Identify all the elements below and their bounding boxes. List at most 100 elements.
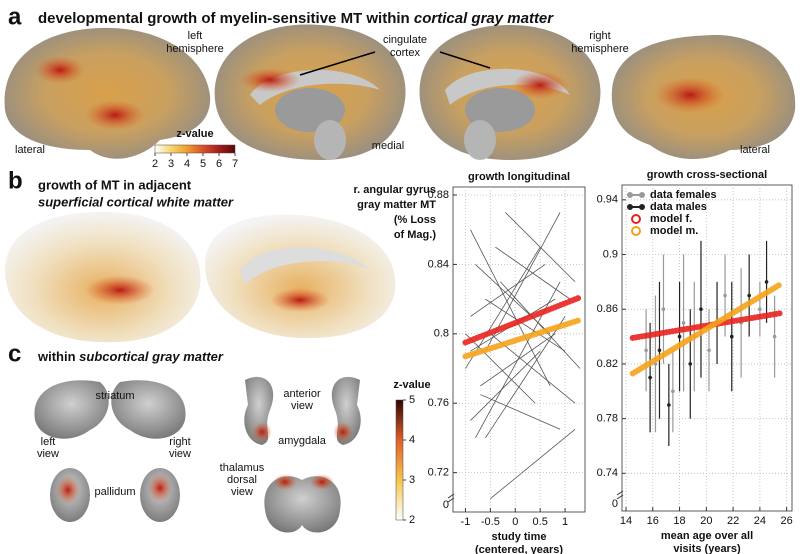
- plot-frame: [621, 184, 793, 512]
- x-tick-label: 26: [781, 515, 793, 527]
- legend-marker: [631, 214, 641, 224]
- annotation: pallidum: [95, 486, 136, 498]
- model-line: [462, 294, 584, 346]
- x-axis-label: visits (years): [673, 543, 741, 554]
- subject-line: [470, 350, 541, 421]
- annotation: anterior view: [283, 388, 321, 412]
- annotation: left hemisphere: [166, 30, 223, 55]
- panel-letter: b: [8, 167, 23, 194]
- subject-line: [480, 333, 556, 387]
- x-tick-label: 20: [700, 515, 712, 527]
- x-tick-label: 0.5: [533, 516, 548, 528]
- panel-title: superficial cortical white matter: [38, 194, 234, 209]
- colorbar-tick-label: 3: [168, 158, 174, 170]
- subject-line: [480, 394, 561, 430]
- x-tick-label: 16: [647, 515, 659, 527]
- data-point: [764, 280, 769, 284]
- subject-line: [500, 281, 581, 369]
- x-tick-label: -1: [461, 516, 471, 528]
- brain-images-b: [5, 211, 396, 343]
- annotation: amygdala: [278, 435, 327, 447]
- data-point: [667, 403, 671, 407]
- data-point: [644, 348, 648, 353]
- model-line: [462, 316, 584, 360]
- annotation: lateral: [15, 144, 45, 156]
- data-point: [772, 334, 777, 339]
- colorbar-tick-label: 4: [409, 434, 415, 446]
- data-point: [747, 293, 751, 298]
- y-tick-label: 0: [443, 499, 449, 511]
- legend-label: data females: [650, 189, 717, 201]
- colorbar-label: z-value: [393, 379, 430, 391]
- x-axis-label: mean age over all: [661, 530, 753, 542]
- x-tick-label: 1: [562, 516, 568, 528]
- y-tick-label: 0.74: [597, 467, 618, 479]
- y-tick-label: 0.86: [597, 303, 618, 315]
- y-tick-label: 0.72: [428, 467, 449, 479]
- legend-marker: [627, 192, 633, 198]
- x-tick-label: 18: [673, 515, 685, 527]
- legend-marker: [631, 226, 641, 236]
- axis-break: [447, 493, 455, 503]
- annotation: medial: [372, 140, 404, 152]
- subject-line: [485, 298, 566, 352]
- y-tick-label: 0.9: [603, 248, 618, 260]
- legend-label: data males: [650, 201, 707, 213]
- subject-line: [495, 246, 571, 300]
- legend-marker: [639, 204, 645, 210]
- y-tick-label: 0.84: [428, 258, 449, 270]
- subject-line: [505, 212, 576, 283]
- y-tick-label: 0.78: [597, 413, 618, 425]
- data-point: [677, 334, 682, 339]
- annotation: lateral: [740, 144, 770, 156]
- annotation: right hemisphere: [571, 30, 628, 55]
- arrow: [439, 51, 491, 69]
- data-point: [657, 348, 662, 353]
- data-point: [729, 334, 734, 339]
- model-line: [629, 281, 783, 377]
- colorbar-tick-label: 3: [409, 474, 415, 486]
- colorbar-tick-label: 4: [184, 158, 190, 170]
- subject-line: [490, 428, 576, 499]
- colorbar: [395, 399, 404, 521]
- data-point: [688, 362, 693, 366]
- legend-marker: [639, 192, 645, 198]
- annotation: left view: [37, 436, 59, 460]
- axis-break: [616, 490, 624, 500]
- y-tick-label: 0.8: [434, 328, 449, 340]
- chart-title: growth longitudinal: [468, 171, 570, 183]
- subject-line: [485, 316, 566, 439]
- colorbar: [154, 144, 236, 154]
- y-tick-label: 0: [612, 498, 618, 510]
- annotation: thalamus dorsal view: [220, 462, 265, 498]
- data-point: [758, 307, 762, 312]
- x-tick-label: 0: [512, 516, 518, 528]
- panel-title: within subcortical gray matter: [37, 349, 224, 364]
- data-point: [707, 348, 711, 353]
- data-point: [723, 293, 727, 298]
- legend-label: model f.: [650, 213, 692, 225]
- colorbar-tick-label: 2: [152, 158, 158, 170]
- chart-title: growth cross-sectional: [647, 169, 767, 181]
- arrow: [299, 51, 376, 76]
- data-point: [648, 375, 652, 380]
- data-point: [661, 307, 666, 312]
- subject-line: [465, 333, 536, 404]
- y-tick-label: 0.88: [428, 189, 449, 201]
- colorbar-tick-label: 7: [232, 158, 238, 170]
- x-tick-label: 22: [727, 515, 739, 527]
- x-tick-label: -0.5: [481, 516, 500, 528]
- y-tick-label: 0.82: [597, 358, 618, 370]
- annotation: striatum: [95, 390, 134, 402]
- x-tick-label: 14: [620, 515, 632, 527]
- brain-images-a: [4, 24, 796, 161]
- y-axis-label: r. angular gyrus gray matter MT (% Loss of …: [353, 184, 436, 241]
- brain-images-c: [34, 376, 361, 533]
- colorbar-label: z-value: [176, 128, 213, 140]
- y-tick-label: 0.76: [428, 397, 449, 409]
- panel-letter: c: [8, 340, 21, 367]
- panel-letter: a: [8, 3, 22, 30]
- legend-label: model m.: [650, 225, 698, 237]
- colorbar-tick-label: 6: [216, 158, 222, 170]
